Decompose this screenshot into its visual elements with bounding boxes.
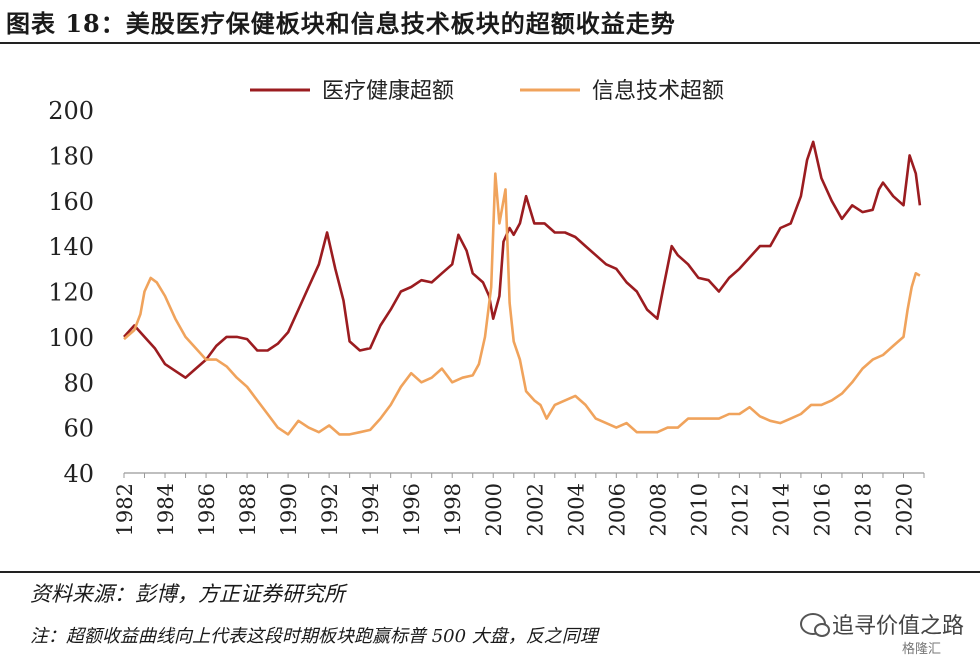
watermark: 追寻价值之路 bbox=[800, 608, 964, 640]
legend-label: 医疗健康超额 bbox=[322, 79, 454, 104]
x-tick-label: 1998 bbox=[441, 483, 465, 536]
x-tick-label: 1988 bbox=[236, 483, 260, 536]
x-tick-label: 1992 bbox=[318, 483, 342, 536]
x-tick-label: 2002 bbox=[523, 483, 547, 536]
x-tick-label: 2016 bbox=[810, 483, 834, 536]
x-axis: 1982 1984 1986 1988 1990 1992 1994 1996 1998 2000… bbox=[113, 472, 925, 536]
legend-label: 信息技术超额 bbox=[592, 79, 724, 104]
x-tick-label: 2000 bbox=[482, 483, 506, 536]
x-tick-label: 2014 bbox=[769, 483, 793, 536]
y-tick-label: 60 bbox=[63, 415, 94, 443]
chart-title: 图表 18：美股医疗保健板块和信息技术板块的超额收益走势 bbox=[6, 9, 676, 38]
x-tick-label: 1996 bbox=[400, 483, 424, 536]
y-tick-label: 180 bbox=[48, 142, 94, 170]
x-tick-label: 2020 bbox=[892, 483, 916, 536]
series-line-1 bbox=[123, 140, 922, 379]
x-tick-label: 1982 bbox=[113, 483, 137, 536]
source-text: 资料来源：彭博，方正证券研究所 bbox=[30, 582, 345, 606]
x-tick-label: 1986 bbox=[195, 483, 219, 536]
x-tick-label: 1994 bbox=[359, 483, 383, 536]
x-tick-label: 2008 bbox=[646, 483, 670, 536]
x-tick-label: 2012 bbox=[728, 483, 752, 536]
y-tick-label: 80 bbox=[63, 369, 94, 397]
brand-logo-text: 格隆汇 bbox=[902, 642, 942, 657]
x-tick-label: 2010 bbox=[687, 483, 711, 536]
y-tick-label: 140 bbox=[48, 233, 94, 261]
watermark-text: 追寻价值之路 bbox=[832, 614, 965, 639]
y-tick-label: 200 bbox=[48, 97, 94, 125]
y-tick-label: 120 bbox=[48, 279, 94, 307]
legend: 医疗健康超额 信息技术超额 bbox=[250, 79, 724, 104]
x-tick-label: 2006 bbox=[605, 483, 629, 536]
y-axis: 40 60 80 100 120 140 160 180 200 bbox=[48, 97, 94, 488]
y-tick-label: 100 bbox=[48, 324, 94, 352]
x-tick-label: 2018 bbox=[851, 483, 875, 536]
note-text: 注：超额收益曲线向上代表这段时期板块跑赢标普 500 大盘，反之同理 bbox=[30, 626, 598, 647]
plot-area bbox=[123, 140, 922, 436]
y-tick-label: 160 bbox=[48, 188, 94, 216]
x-tick-label: 1984 bbox=[154, 483, 178, 536]
title-divider bbox=[0, 42, 980, 44]
series-line-2 bbox=[123, 172, 921, 436]
footer-divider bbox=[0, 571, 980, 573]
line-chart: 医疗健康超额 信息技术超额 40 60 80 100 120 140 160 180 200 19… bbox=[48, 79, 925, 536]
x-tick-label: 2004 bbox=[564, 483, 588, 536]
y-tick-label: 40 bbox=[63, 460, 94, 488]
x-tick-label: 1990 bbox=[277, 483, 301, 536]
wechat-icon bbox=[800, 613, 830, 637]
